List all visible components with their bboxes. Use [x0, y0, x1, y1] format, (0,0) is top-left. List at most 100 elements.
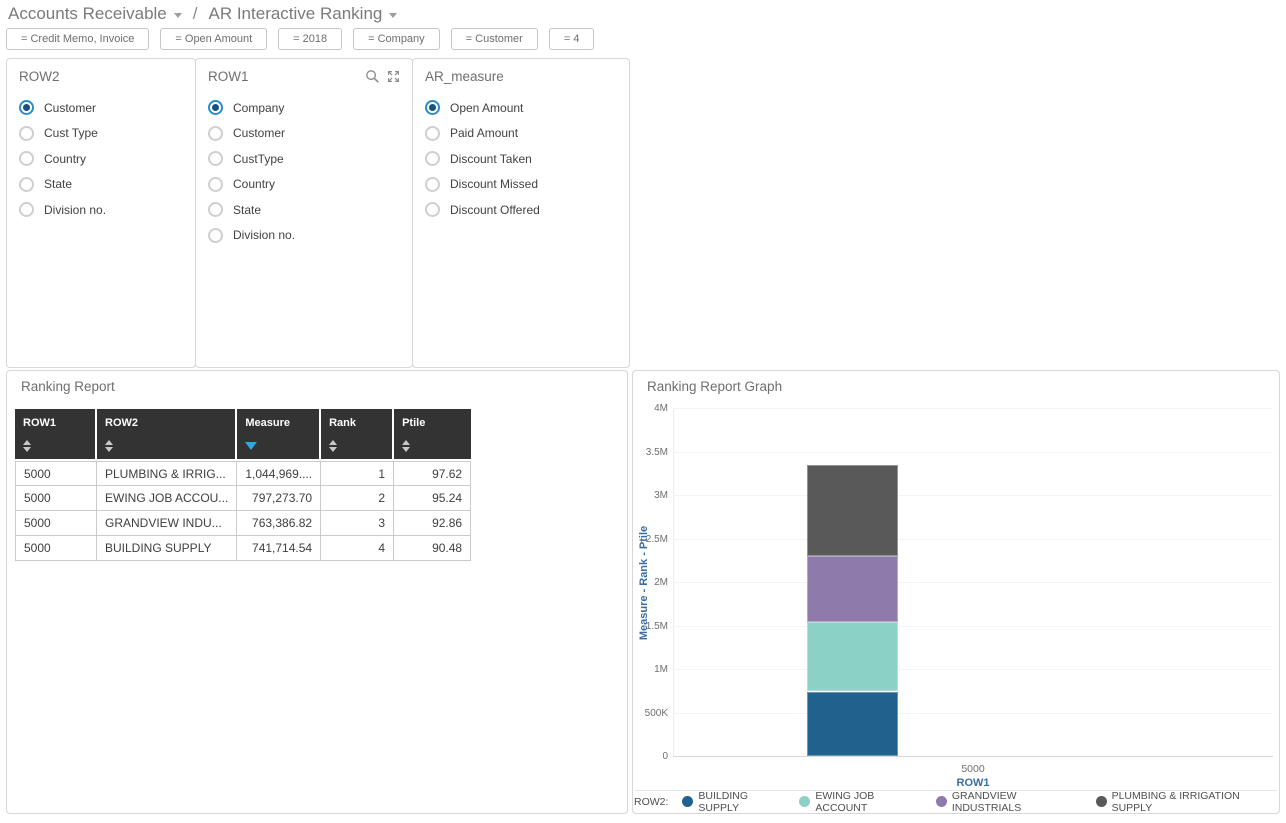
radio-option-cust-type[interactable]: Cust Type [7, 121, 195, 147]
radio-selected-icon[interactable] [425, 100, 440, 116]
cell-row2[interactable]: GRANDVIEW INDU... [97, 511, 238, 536]
y-tick-label: 0 [662, 751, 668, 762]
legend-item-grandview-industrials[interactable]: GRANDVIEW INDUSTRIALS [925, 790, 1085, 814]
radio-icon[interactable] [208, 125, 223, 141]
radio-option-custtype[interactable]: CustType [196, 146, 412, 172]
radio-selected-icon[interactable] [208, 100, 223, 116]
radio-option-open-amount[interactable]: Open Amount [413, 95, 629, 121]
radio-option-customer[interactable]: Customer [196, 121, 412, 147]
cell-ptile[interactable]: 95.24 [394, 486, 472, 511]
cell-measure[interactable]: 1,044,969.... [237, 461, 322, 486]
chart-plot: Measure - Rank - Ptile 5000 ROW1 0 500K 1M… [633, 371, 1279, 813]
bar-segment-building-supply[interactable] [807, 691, 898, 756]
radio-option-discount-offered[interactable]: Discount Offered [413, 197, 629, 223]
radio-option-country[interactable]: Country [7, 146, 195, 172]
chart-legend: ROW2: BUILDING SUPPLY EWING JOB ACCOUNT GR… [634, 790, 1278, 814]
radio-option-state[interactable]: State [196, 197, 412, 223]
cell-rank[interactable]: 3 [321, 511, 395, 536]
radio-option-discount-taken[interactable]: Discount Taken [413, 146, 629, 172]
radio-icon[interactable] [425, 202, 440, 218]
radio-option-division-no[interactable]: Division no. [7, 197, 195, 223]
column-header-rank[interactable]: Rank [321, 409, 395, 461]
cell-rank[interactable]: 2 [321, 486, 395, 511]
chevron-down-icon[interactable] [173, 13, 182, 18]
sort-up-arrow [23, 440, 31, 445]
chevron-down-icon[interactable] [389, 13, 398, 18]
filter-chip-4[interactable]: = 4 [548, 28, 595, 50]
column-header-measure[interactable]: Measure [237, 409, 322, 461]
radio-option-discount-missed[interactable]: Discount Missed [413, 172, 629, 198]
radio-selected-icon[interactable] [19, 100, 34, 116]
radio-option-company[interactable]: Company [196, 95, 412, 121]
sort-icon[interactable] [329, 440, 384, 452]
radio-option-customer[interactable]: Customer [7, 95, 195, 121]
cell-measure[interactable]: 763,386.82 [237, 511, 322, 536]
radio-option-country[interactable]: Country [196, 172, 412, 198]
search-icon[interactable] [365, 69, 380, 84]
radio-icon[interactable] [19, 202, 34, 218]
radio-icon[interactable] [19, 125, 34, 141]
cell-row1[interactable]: 5000 [15, 511, 97, 536]
panel-title-ar-measure: AR_measure [425, 68, 504, 84]
radio-icon[interactable] [208, 202, 223, 218]
filter-chip-2018[interactable]: = 2018 [278, 28, 343, 50]
bar-segment-grandview-industrials[interactable] [807, 555, 898, 623]
cell-row1[interactable]: 5000 [15, 461, 97, 486]
radio-label: Customer [44, 100, 97, 115]
cell-measure[interactable]: 741,714.54 [237, 536, 322, 561]
bar-segment-plumbing-irrigation-supply[interactable] [807, 464, 898, 556]
breadcrumb-right[interactable]: AR Interactive Ranking [208, 3, 383, 23]
filter-chip-company[interactable]: = Company [353, 28, 440, 50]
table-row[interactable]: 5000 PLUMBING & IRRIG... 1,044,969.... 1 97.… [15, 461, 472, 486]
cell-rank[interactable]: 1 [321, 461, 395, 486]
radio-label: Discount Missed [450, 177, 539, 192]
legend-item-ewing-job-account[interactable]: EWING JOB ACCOUNT [788, 790, 924, 814]
column-header-ptile[interactable]: Ptile [394, 409, 472, 461]
radio-option-paid-amount[interactable]: Paid Amount [413, 121, 629, 147]
sort-desc-icon[interactable] [245, 440, 311, 452]
radio-icon[interactable] [425, 151, 440, 167]
sort-icon[interactable] [105, 440, 227, 452]
radio-icon[interactable] [425, 176, 440, 192]
filter-chip-open-amount[interactable]: = Open Amount [160, 28, 268, 50]
table-row[interactable]: 5000 BUILDING SUPPLY 741,714.54 4 90.48 [15, 536, 472, 561]
filter-chip-credit-memo-invoice[interactable]: = Credit Memo, Invoice [6, 28, 150, 50]
sort-down-arrow [23, 447, 31, 452]
radio-icon[interactable] [425, 125, 440, 141]
y-tick-label: 2.5M [645, 533, 668, 545]
cell-ptile[interactable]: 90.48 [394, 536, 472, 561]
radio-icon[interactable] [208, 151, 223, 167]
y-tick-label: 500K [644, 707, 668, 719]
cell-ptile[interactable]: 92.86 [394, 511, 472, 536]
cell-row2[interactable]: PLUMBING & IRRIG... [97, 461, 238, 486]
breadcrumb-left[interactable]: Accounts Receivable [8, 3, 167, 23]
filter-chip-customer[interactable]: = Customer [450, 28, 538, 50]
sort-icon[interactable] [402, 440, 463, 452]
cell-row1[interactable]: 5000 [15, 486, 97, 511]
radio-icon[interactable] [208, 176, 223, 192]
cell-row1[interactable]: 5000 [15, 536, 97, 561]
radio-icon[interactable] [208, 227, 223, 243]
radio-option-division-no[interactable]: Division no. [196, 223, 412, 249]
legend-item-plumbing-irrigation-supply[interactable]: PLUMBING & IRRIGATION SUPPLY [1085, 790, 1278, 814]
table-row[interactable]: 5000 GRANDVIEW INDU... 763,386.82 3 92.86 [15, 511, 472, 536]
table-row[interactable]: 5000 EWING JOB ACCOU... 797,273.70 2 95.24 [15, 486, 472, 511]
cell-measure[interactable]: 797,273.70 [237, 486, 322, 511]
legend-swatch-icon [1095, 796, 1107, 807]
filter-chips: = Credit Memo, Invoice = Open Amount = 201… [6, 28, 605, 50]
radio-option-state[interactable]: State [7, 172, 195, 198]
cell-row2[interactable]: EWING JOB ACCOU... [97, 486, 238, 511]
expand-icon[interactable] [387, 70, 400, 83]
column-header-row2[interactable]: ROW2 [97, 409, 238, 461]
sort-icon[interactable] [23, 440, 87, 452]
gridline [673, 582, 1273, 583]
cell-rank[interactable]: 4 [321, 536, 395, 561]
cell-row2[interactable]: BUILDING SUPPLY [97, 536, 238, 561]
legend-item-building-supply[interactable]: BUILDING SUPPLY [671, 790, 788, 814]
radio-icon[interactable] [19, 151, 34, 167]
bar-segment-ewing-job-account[interactable] [807, 622, 898, 692]
column-header-row1[interactable]: ROW1 [15, 409, 97, 461]
radio-icon[interactable] [19, 176, 34, 192]
cell-ptile[interactable]: 97.62 [394, 461, 472, 486]
